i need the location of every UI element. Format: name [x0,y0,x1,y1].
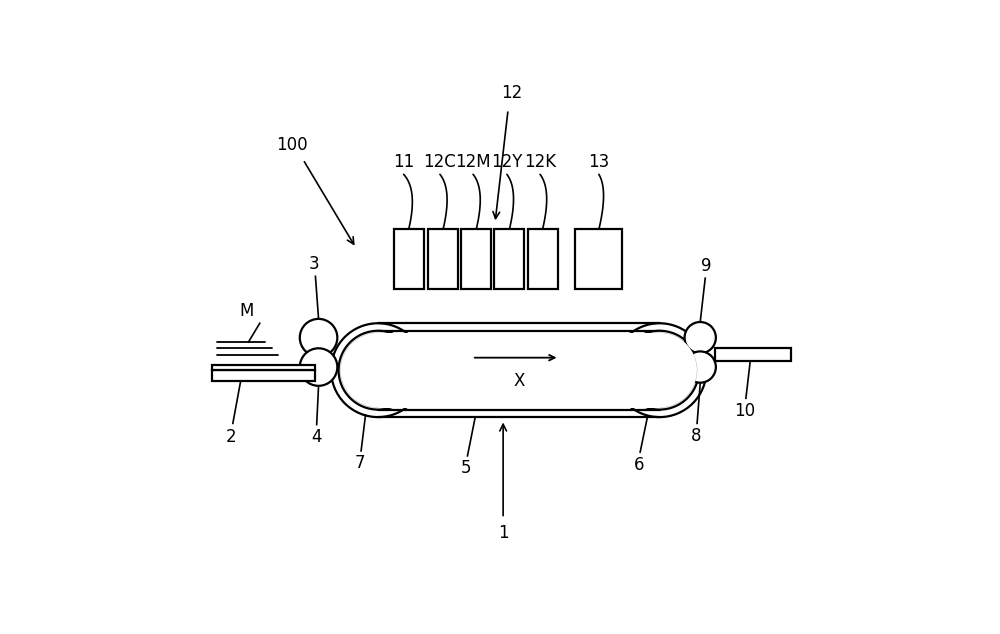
Bar [428,230,458,289]
Circle shape [685,351,716,383]
Circle shape [339,331,417,410]
Bar [494,230,524,289]
Circle shape [613,323,706,417]
Circle shape [622,333,697,408]
Text: 3: 3 [309,255,319,273]
Text: 5: 5 [461,460,471,477]
Text: 1: 1 [498,524,508,542]
Bar [715,348,791,361]
Text: 12: 12 [501,84,522,102]
Circle shape [300,319,337,356]
Bar [378,333,660,408]
Text: 11: 11 [393,153,414,171]
Text: 12M: 12M [455,153,491,171]
Circle shape [685,322,716,353]
Circle shape [340,333,416,408]
Text: 12K: 12K [524,153,556,171]
Text: 7: 7 [355,455,365,472]
Text: 6: 6 [634,456,644,474]
Text: 9: 9 [701,257,712,275]
Text: M: M [239,302,254,320]
Text: 2: 2 [226,428,236,446]
Bar [394,230,424,289]
Bar [461,230,491,289]
Circle shape [300,348,337,386]
Text: 100: 100 [276,136,308,154]
Bar [212,365,315,370]
Text: 12C: 12C [424,153,456,171]
Text: 8: 8 [691,427,701,445]
Text: 13: 13 [588,153,609,171]
Text: 4: 4 [311,428,322,446]
Text: 12Y: 12Y [491,153,523,171]
Circle shape [331,323,425,417]
Text: X: X [513,372,524,391]
Circle shape [620,331,699,410]
Bar [528,230,558,289]
Bar [575,230,622,289]
Text: 10: 10 [734,402,755,420]
Bar [212,370,315,382]
